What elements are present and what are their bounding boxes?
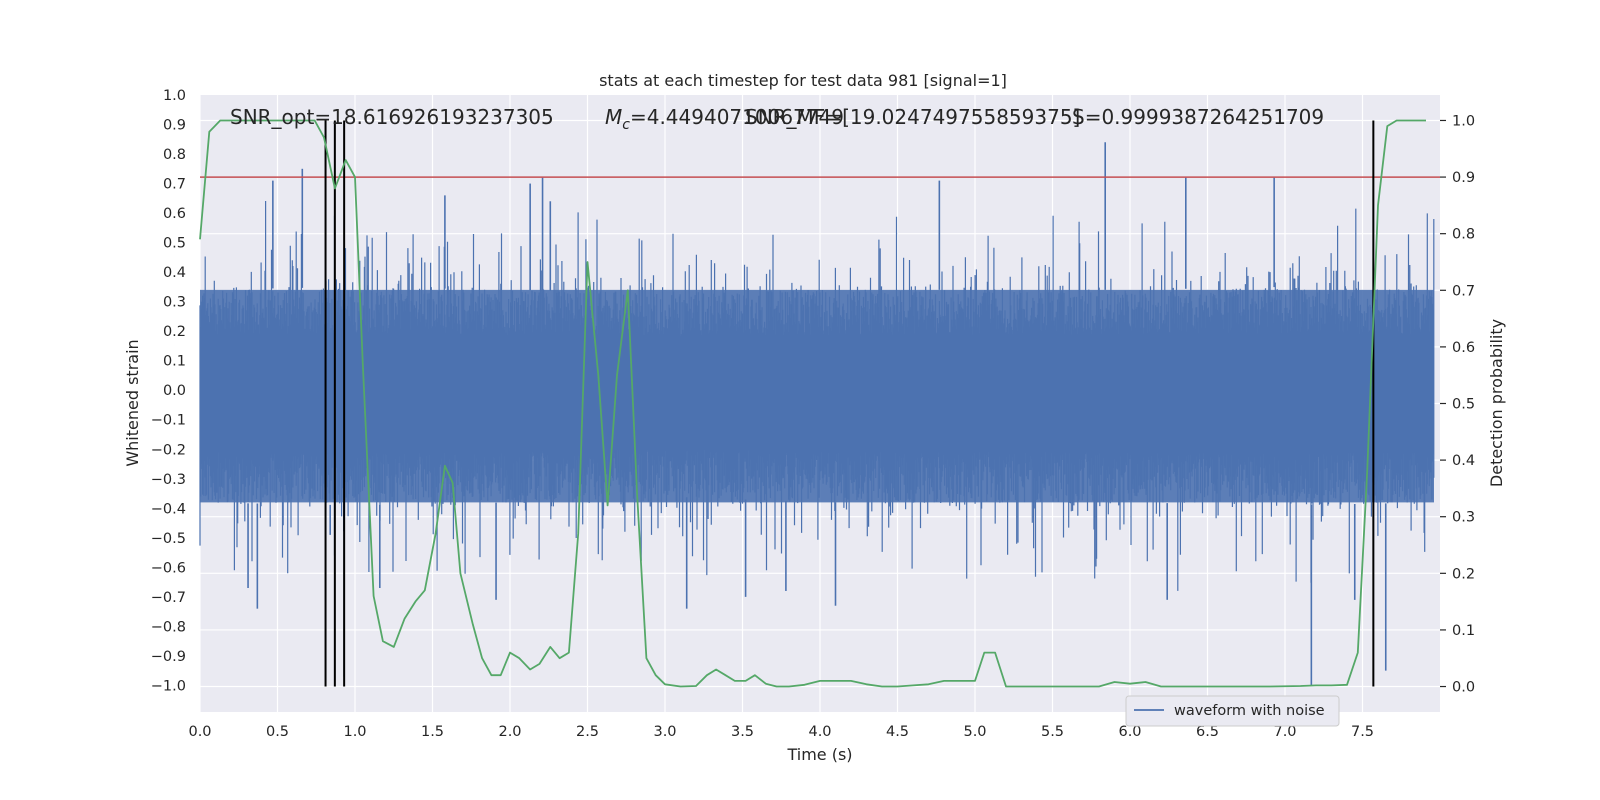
y-left-tick-label: 0.7	[163, 177, 186, 193]
chirp-mass-value: =4.44940710067749	[630, 105, 844, 129]
x-axis-label: Time (s)	[786, 745, 852, 764]
y-left-tick-label: −0.2	[151, 442, 186, 458]
y-right-tick-label: 1.0	[1452, 113, 1475, 129]
chart-title: stats at each timestep for test data 981…	[599, 71, 1007, 90]
y-left-tick-label: −0.4	[151, 501, 186, 517]
detection-statistic-annotation: S=0.9999387264251709	[1072, 105, 1324, 129]
y-left-tick-label: 1.0	[163, 88, 186, 104]
y-left-tick-label: −0.5	[151, 531, 186, 547]
y-right-tick-label: 0.8	[1452, 227, 1475, 243]
y-left-tick-label: 0.9	[163, 118, 186, 134]
x-tick-label: 0.0	[188, 724, 211, 740]
y-right-tick-label: 0.4	[1452, 453, 1475, 469]
y-right-tick-label: 0.7	[1452, 283, 1475, 299]
y-right-tick-label: 0.0	[1452, 680, 1475, 696]
x-tick-label: 5.5	[1041, 724, 1064, 740]
y-right-tick-labels: 1.0 0.9 0.8 0.7 0.6 0.5 0.4 0.3 0.2 0.1 0.0	[1440, 113, 1475, 696]
snr-opt-annotation: SNR_opt=18.616926193237305	[230, 105, 554, 129]
y-right-axis-label: Detection probability	[1487, 319, 1506, 487]
y-left-tick-label: 0.0	[163, 383, 186, 399]
y-right-tick-label: 0.2	[1452, 566, 1475, 582]
x-tick-label: 1.0	[343, 724, 366, 740]
legend-box	[1125, 695, 1340, 727]
waveform-series	[199, 142, 1435, 686]
x-tick-label: 2.0	[498, 724, 521, 740]
x-tick-label: 7.5	[1351, 724, 1374, 740]
x-tick-label: 1.5	[421, 724, 444, 740]
y-left-tick-label: −0.9	[151, 649, 186, 665]
y-left-tick-label: −0.3	[151, 472, 186, 488]
y-left-tick-label: −0.7	[151, 590, 186, 606]
y-left-tick-label: 0.1	[163, 354, 186, 370]
y-right-tick-label: 0.5	[1452, 397, 1475, 413]
y-right-tick-label: 0.3	[1452, 510, 1475, 526]
y-right-tick-label: 0.9	[1452, 170, 1475, 186]
x-tick-label: 6.0	[1118, 724, 1141, 740]
detection-probability-series	[199, 119, 1426, 688]
x-tick-label: 4.0	[808, 724, 831, 740]
x-tick-label: 5.0	[963, 724, 986, 740]
y-left-tick-label: 0.6	[163, 206, 186, 222]
y-right-tick-label: 0.1	[1452, 623, 1475, 639]
event-markers	[324, 120, 1375, 687]
chirp-mass-subscript: c	[622, 117, 630, 133]
x-tick-label: 3.0	[653, 724, 676, 740]
y-left-axis-label: Whitened strain	[123, 339, 142, 466]
x-tick-label: 3.5	[731, 724, 754, 740]
y-left-tick-labels: 1.0 0.9 0.8 0.7 0.6 0.5 0.4 0.3 0.2 0.1 0.0 −0.1 −0.…	[151, 88, 186, 694]
y-left-tick-label: 0.3	[163, 295, 186, 311]
chirp-mass-symbol: M	[605, 105, 622, 129]
legend-label: waveform with noise	[1174, 703, 1325, 719]
y-left-tick-label: 0.2	[163, 324, 186, 340]
y-left-tick-label: −0.6	[151, 560, 186, 576]
snr-mf-annotation: SNR_MF=[19.024749755859375]	[745, 105, 1080, 129]
x-tick-label: 0.5	[266, 724, 289, 740]
x-tick-labels: 0.0 0.5 1.0 1.5 2.0 2.5 3.0 3.5 4.0 4.5 5.0 5.5 6.0 6…	[188, 724, 1374, 740]
y-left-tick-label: −1.0	[151, 678, 186, 694]
waveform-band	[200, 289, 1434, 503]
y-left-tick-label: 0.5	[163, 236, 186, 252]
chirp-mass-annotation: Mc=4.44940710067749	[605, 105, 844, 133]
legend: waveform with noise	[1125, 695, 1340, 727]
y-right-tick-label: 0.6	[1452, 340, 1475, 356]
y-left-tick-label: −0.1	[151, 413, 186, 429]
x-tick-label: 7.0	[1273, 724, 1296, 740]
y-left-tick-label: 0.8	[163, 147, 186, 163]
y-left-tick-label: 0.4	[163, 265, 186, 281]
y-left-tick-label: −0.8	[151, 619, 186, 635]
x-tick-label: 6.5	[1196, 724, 1219, 740]
x-tick-label: 4.5	[886, 724, 909, 740]
x-tick-label: 2.5	[576, 724, 599, 740]
detection-probability-line	[199, 119, 1426, 688]
